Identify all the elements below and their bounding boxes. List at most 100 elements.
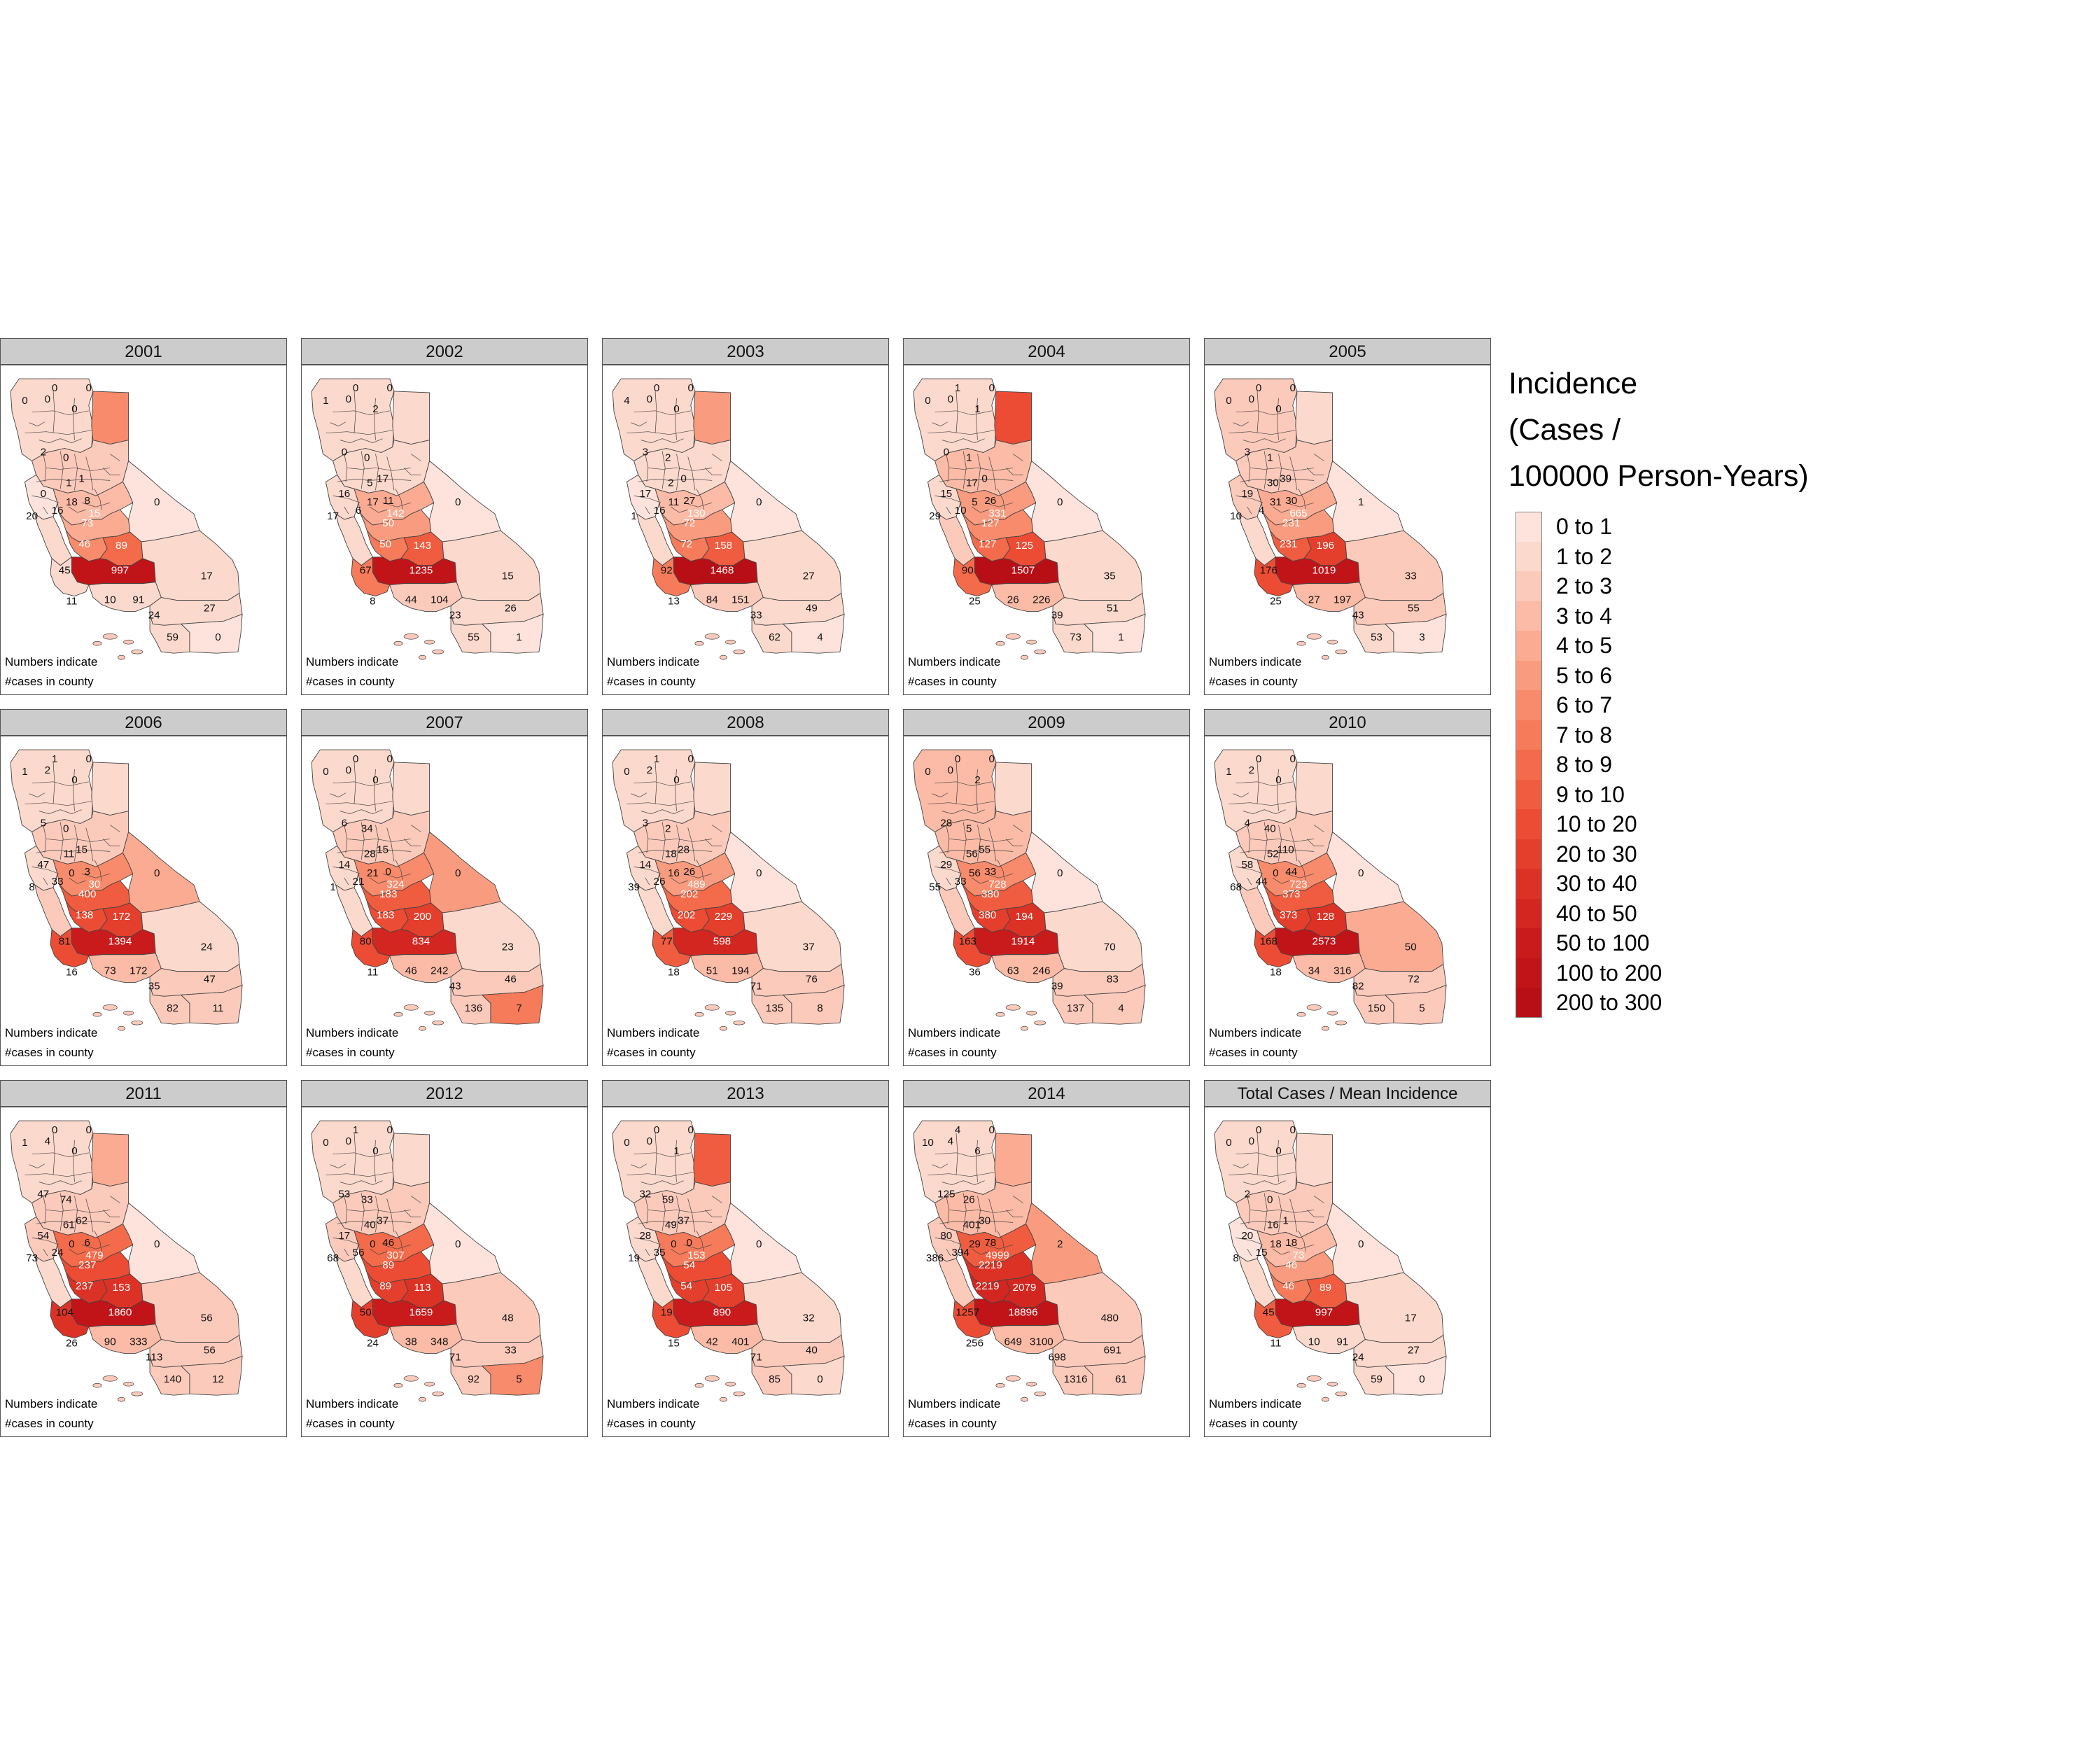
case-count-label: 0 [955,753,960,765]
county-border [662,1193,666,1231]
case-count-label: 37 [377,1214,388,1226]
case-count-label: 37 [678,1214,690,1226]
case-count-label: 56 [201,1312,213,1324]
legend-item: 100 to 200 [1508,958,1900,988]
county-border [712,454,722,461]
county-border [939,850,1014,853]
legend-swatch [1516,988,1542,1018]
case-count-label: 11 [368,967,379,979]
case-count-label: 35 [148,981,160,993]
case-count-label: 0 [944,447,949,458]
panel-note-line-2: #cases in county [607,675,696,688]
case-count-label: 2 [41,447,46,458]
county-border [1314,1196,1324,1203]
county-border [1250,468,1315,471]
case-count-label: 153 [113,1282,130,1294]
island [1026,639,1037,645]
case-count-label: 56 [966,848,978,860]
case-count-label: 1 [974,403,980,415]
county-border [344,506,349,514]
panel-title: 2009 [1028,713,1065,732]
county-border [73,1140,75,1182]
case-count-label: 229 [715,911,732,923]
county-border [687,1198,696,1233]
county-border [712,825,722,832]
case-count-label: 32 [639,1189,651,1200]
case-count-label: 0 [1226,395,1231,407]
case-count-label: 1019 [1312,565,1336,577]
case-count-label: 89 [115,540,127,552]
case-count-label: 3 [85,866,90,878]
county-border [634,1152,691,1158]
county-region-inyo [424,831,501,913]
county-region-ne [392,1133,430,1187]
case-count-label: 46 [1282,1280,1294,1292]
county-border [31,495,59,503]
county-border [43,1248,48,1256]
county-region-imp [1384,613,1447,654]
panel-strip: 2001 [0,338,287,365]
case-count-label: 2 [665,452,671,464]
case-count-label: 15 [76,844,88,855]
county-region-sfbay [1228,1216,1262,1262]
county-border [638,479,713,482]
county-border [36,850,111,853]
case-count-label: 10 [955,505,967,517]
county-border [1314,454,1324,461]
case-count-label: 73 [81,517,93,529]
case-count-label: 231 [1282,517,1300,529]
county-border [939,479,1014,482]
county-border [1277,398,1279,440]
island [1296,640,1306,646]
case-count-label: 1394 [108,936,132,948]
county-border [31,1237,59,1245]
county-border [1240,479,1315,482]
county-border [976,769,978,811]
case-count-label: 54 [683,1259,695,1271]
county-region-ne [91,1133,130,1187]
map-frame: 4 0 10 4 6 125 26 30 80 401 386 394 78 4999 29 2219 2219… [903,1107,1190,1437]
case-count-label: 21 [353,876,365,888]
island [424,1381,435,1387]
case-count-label: 30 [1267,477,1279,489]
case-count-label: 18896 [1008,1307,1037,1319]
case-count-label: 24 [367,1338,379,1350]
county-border [31,410,89,416]
county-border [46,468,111,471]
county-border [340,809,383,814]
island [118,654,125,660]
county-border [374,1140,376,1182]
county-border [955,391,958,433]
county-border [94,860,102,881]
case-count-label: 0 [647,1135,652,1147]
county-border [1273,877,1290,884]
case-count-label: 1 [330,881,335,893]
county-region-sfbay [24,845,58,891]
case-count-label: 0 [154,1238,160,1250]
case-count-label: 6 [85,1237,90,1249]
case-count-label: 324 [386,878,404,890]
county-border [1242,438,1286,443]
island [118,1026,125,1031]
county-border [939,1221,1014,1224]
case-count-label: 90 [962,565,974,577]
case-count-label: 2573 [1312,936,1336,948]
panel-title: 2004 [1028,342,1065,361]
island [1021,1026,1028,1031]
case-count-label: 2 [372,403,378,415]
county-border [1228,1172,1296,1177]
county-border [43,506,48,514]
case-count-label: 104 [430,594,448,606]
county-border [977,825,981,862]
case-count-label: 0 [981,472,987,484]
case-count-label: 68 [327,1252,339,1264]
county-border [1247,506,1252,514]
island [1026,1010,1037,1016]
case-count-label: 33 [750,610,762,622]
case-count-label: 46 [405,965,417,977]
county-border [927,430,995,435]
case-count-label: 104 [56,1307,74,1319]
county-region-imp [782,984,845,1025]
case-count-label: 15 [668,1338,680,1350]
case-count-label: 72 [683,517,695,529]
